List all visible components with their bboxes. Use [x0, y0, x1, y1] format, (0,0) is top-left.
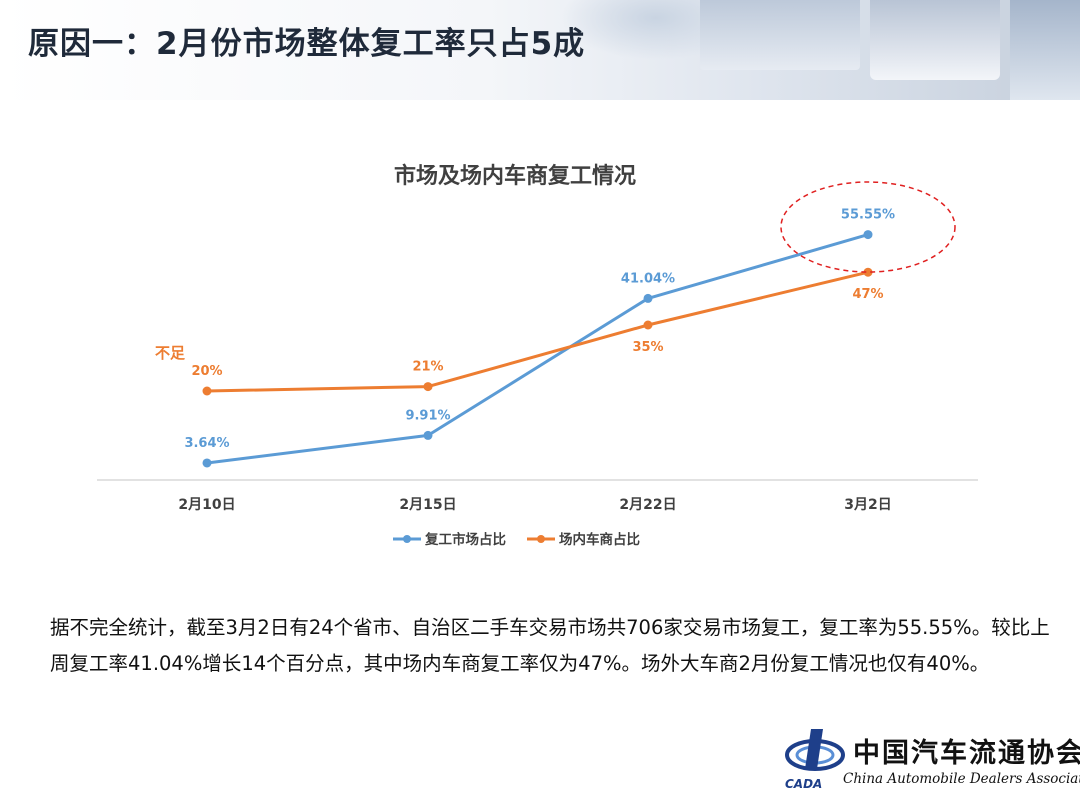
x-tick-label: 3月2日	[844, 497, 891, 513]
header-decoration	[700, 0, 860, 70]
data-label: 35%	[632, 340, 663, 355]
data-point	[423, 382, 433, 392]
logo-english-name: China Automobile Dealers Association	[843, 771, 1080, 787]
annotation-label: 不足	[155, 344, 186, 362]
logo-abbreviation: CADA	[785, 777, 823, 791]
data-point	[863, 230, 873, 240]
cada-logo: CADA 中国汽车流通协会 China Automobile Dealers A…	[783, 725, 1080, 798]
line-chart: 3.64% 9.91% 41.04% 55.55% 20% 21% 35% 47% 2月10日…	[97, 181, 978, 548]
legend-label: 复工市场占比	[424, 531, 506, 548]
x-tick-label: 2月15日	[399, 497, 456, 513]
data-label: 21%	[412, 360, 443, 375]
legend-label: 场内车商占比	[559, 531, 640, 548]
header-decoration	[560, 0, 720, 60]
data-point	[863, 267, 873, 277]
legend: 复工市场占比 场内车商占比	[393, 531, 640, 548]
highlight-ellipse	[780, 181, 956, 273]
data-label: 47%	[852, 287, 883, 302]
series-line-2	[205, 270, 870, 393]
x-tick-label: 2月10日	[178, 497, 235, 513]
data-label: 9.91%	[405, 408, 450, 423]
logo-chinese-name: 中国汽车流通协会	[853, 738, 1080, 769]
data-point	[202, 386, 212, 396]
data-point	[643, 320, 653, 330]
chart-title: 市场及场内车商复工情况	[393, 164, 636, 189]
series-line-1	[205, 233, 870, 465]
data-label: 41.04%	[621, 271, 675, 286]
data-point	[423, 430, 433, 440]
data-point	[202, 458, 212, 468]
x-tick-label: 2月22日	[619, 497, 676, 513]
data-label: 3.64%	[184, 436, 229, 451]
header-banner: 原因一：2月份市场整体复工率只占5成	[0, 0, 1080, 100]
page-title: 原因一：2月份市场整体复工率只占5成	[28, 26, 586, 62]
legend-swatch-marker	[537, 535, 545, 543]
header-decoration	[1010, 0, 1080, 100]
data-label: 55.55%	[841, 208, 895, 223]
header-decoration	[870, 0, 1000, 80]
description-text: 据不完全统计，截至3月2日有24个省市、自治区二手车交易市场共706家交易市场复…	[50, 616, 1050, 675]
data-point	[643, 293, 653, 303]
legend-swatch-marker	[403, 535, 411, 543]
logo-emblem-icon	[785, 729, 845, 771]
data-label: 20%	[191, 364, 222, 379]
series-layer: 3.64% 9.91% 41.04% 55.55% 20% 21% 35% 47%	[184, 208, 895, 468]
x-tick-labels: 2月10日 2月15日 2月22日 3月2日	[178, 497, 891, 513]
